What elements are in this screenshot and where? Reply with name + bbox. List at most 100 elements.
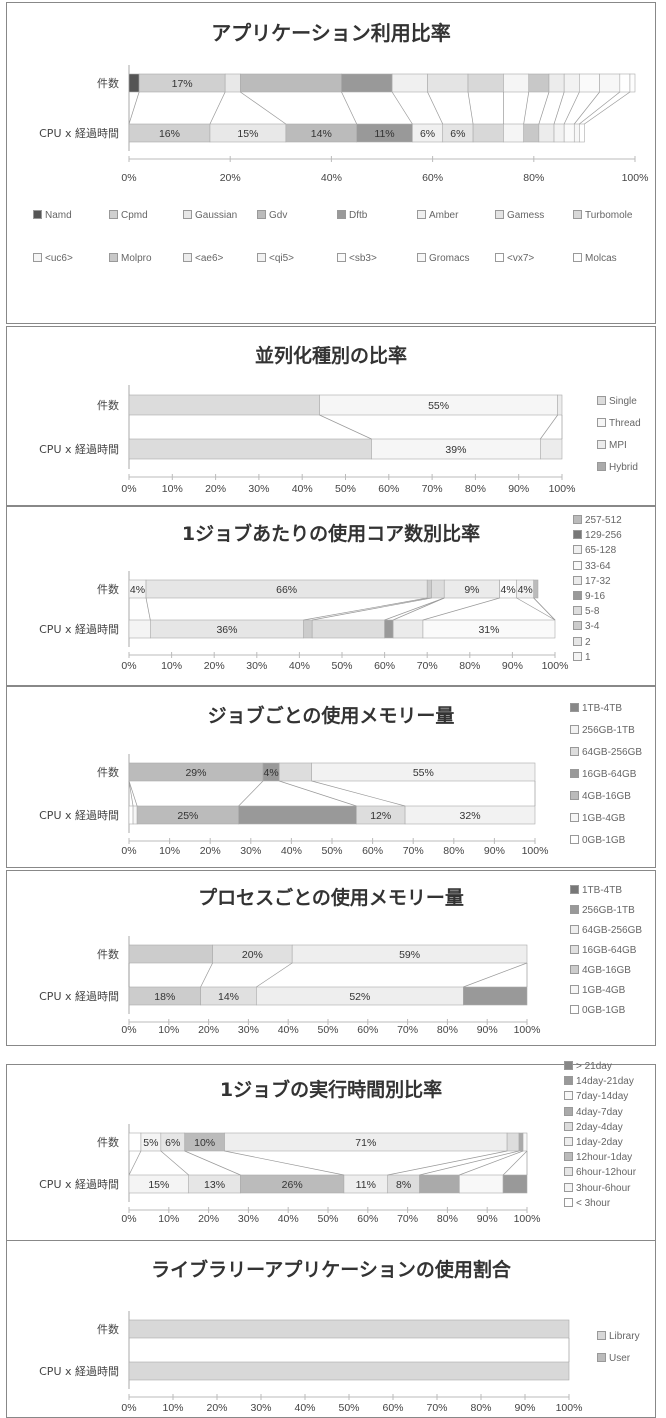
legend-label: 129-256 <box>585 530 622 542</box>
chart-title: ライブラリーアプリケーションの使用割合 <box>151 1259 511 1281</box>
bar-segment <box>506 1132 520 1152</box>
legend-label: <qi5> <box>269 253 295 264</box>
bar-segment <box>426 579 432 599</box>
legend-item: Single <box>597 396 637 407</box>
legend-label: Thread <box>609 418 641 429</box>
bar-segment <box>128 1319 570 1339</box>
legend-swatch <box>570 965 579 974</box>
bar-segment <box>419 1174 460 1194</box>
bar-segment <box>463 986 528 1006</box>
legend-swatch <box>337 253 346 262</box>
legend-item: 256GB-1TB <box>570 725 635 736</box>
data-label: 15% <box>237 128 258 140</box>
series-connector <box>256 962 293 988</box>
x-tick-label: 70% <box>426 1402 447 1414</box>
legend-item: 2day-4day <box>564 1121 623 1133</box>
series-connector <box>579 91 621 125</box>
data-label: 4% <box>264 767 279 779</box>
data-label: 5% <box>143 1137 158 1149</box>
legend-item: User <box>597 1353 630 1364</box>
bar-segment <box>629 73 636 93</box>
legend-label: > 21day <box>576 1061 612 1072</box>
legend-item: 1TB-4TB <box>570 703 622 714</box>
legend-label: Dftb <box>349 210 368 221</box>
legend-item: Molcas <box>573 253 617 264</box>
legend-item: Molpro <box>109 253 152 264</box>
row-label: CPU x 経過時間 <box>39 1365 119 1378</box>
legend-item: Gromacs <box>417 253 470 264</box>
bar-segment <box>128 73 140 93</box>
legend-label: 256GB-1TB <box>582 905 635 916</box>
legend-swatch <box>564 1167 573 1177</box>
data-label: 4% <box>501 584 516 596</box>
x-tick-label: 60% <box>378 483 399 495</box>
legend-label: 257-512 <box>585 515 622 526</box>
data-label: 9% <box>464 584 479 596</box>
row-label: CPU x 経過時間 <box>39 990 119 1003</box>
legend-item: 3hour-6hour <box>564 1182 631 1194</box>
x-tick-label: 20% <box>198 1213 219 1225</box>
legend-item: Gdv <box>257 210 287 221</box>
legend-item: 256GB-1TB <box>570 905 635 916</box>
series-connector <box>128 91 140 125</box>
legend-swatch <box>570 905 579 914</box>
chart-plot: 0% 10% 20% 30% 40% 50% 60% 70% 80% 90% 100% 件数 CPU x… <box>39 1311 583 1414</box>
series-connector <box>312 597 432 621</box>
x-tick-label: 10% <box>161 660 182 672</box>
bar-segment <box>538 123 555 143</box>
bar-segment <box>427 73 469 93</box>
chart-panel-6: 1ジョブの実行時間別比率 0% 10% 20% 30% 40% 50% 60% 70% 80% 90… <box>6 1061 656 1244</box>
legend-item: 5-8 <box>573 606 599 617</box>
chart-panel-1: アプリケーション利用比率 0% 20% 40% 60% 80% 100% 件数 CPU x 経過… <box>6 2 656 324</box>
series-connector <box>238 780 264 807</box>
bar-segment <box>579 123 585 143</box>
legend-item: 9-16 <box>573 591 605 602</box>
data-label: 32% <box>460 810 481 822</box>
legend-item: <sb3> <box>337 253 377 264</box>
legend-swatch <box>564 1091 573 1101</box>
bar-segment <box>563 123 575 143</box>
legend-swatch <box>597 462 606 471</box>
legend-item: 0GB-1GB <box>570 1005 625 1016</box>
data-label: 18% <box>154 991 175 1003</box>
legend-label: 256GB-1TB <box>582 725 635 736</box>
chart-title: プロセスごとの使用メモリー量 <box>198 887 464 909</box>
x-tick-label: 100% <box>556 1402 583 1414</box>
bar-segment <box>533 579 539 599</box>
chart-title: アプリケーション利用比率 <box>211 21 451 45</box>
legend-swatch <box>597 440 606 449</box>
row-label: 件数 <box>97 766 119 779</box>
x-tick-label: 100% <box>514 1213 541 1225</box>
x-tick-label: 70% <box>397 1213 418 1225</box>
legend-swatch <box>573 651 582 661</box>
x-tick-label: 10% <box>162 483 183 495</box>
legend-label: 16GB-64GB <box>582 945 637 956</box>
legend-swatch <box>597 396 606 405</box>
legend-item: <uc6> <box>33 253 73 264</box>
chart-plot: 0% 10% 20% 30% 40% 50% 60% 70% 80% 90% 100% 件数 CPU x… <box>39 385 575 495</box>
legend-item: Gamess <box>495 210 544 221</box>
x-tick-label: 60% <box>357 1024 378 1036</box>
legend-swatch <box>573 210 582 219</box>
x-tick-label: 100% <box>542 660 569 672</box>
legend-swatch <box>597 1353 606 1362</box>
legend-label: User <box>609 1353 631 1364</box>
x-tick-label: 60% <box>382 1402 403 1414</box>
x-tick-label: 10% <box>158 1213 179 1225</box>
x-tick-label: 50% <box>317 1024 338 1036</box>
legend-label: 1TB-4TB <box>582 885 623 896</box>
legend-swatch <box>495 210 504 219</box>
data-label: 17% <box>172 78 193 90</box>
legend-label: 17-32 <box>585 575 611 587</box>
legend-label: <vx7> <box>507 253 535 264</box>
x-tick-label: 100% <box>514 1024 541 1036</box>
legend-item: <ae6> <box>183 253 223 264</box>
data-label: 36% <box>216 624 237 636</box>
bar-segment <box>238 805 357 825</box>
x-tick-label: 10% <box>158 1024 179 1036</box>
legend-label: 16GB-64GB <box>582 769 637 780</box>
x-tick-label: 50% <box>335 483 356 495</box>
x-tick-label: 40% <box>289 660 310 672</box>
legend-label: 3hour-6hour <box>576 1182 631 1194</box>
series-connector <box>128 780 134 807</box>
